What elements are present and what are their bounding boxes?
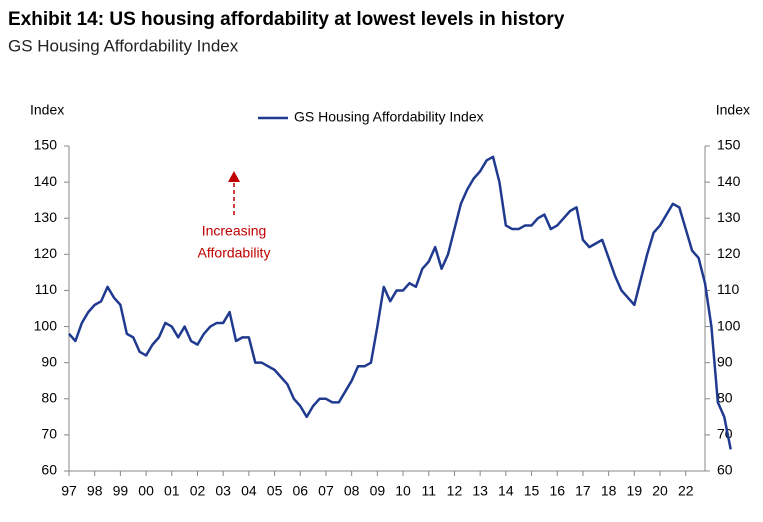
x-tick-label: 03 [215, 483, 231, 499]
y2-tick-label: 100 [717, 317, 741, 333]
y2-tick-label: 110 [717, 281, 740, 297]
annotation-arrowhead [228, 171, 240, 182]
y-tick-label: 90 [41, 353, 57, 369]
x-tick-label: 00 [138, 483, 154, 499]
x-tick-label: 10 [395, 483, 411, 499]
y-tick-label: 80 [41, 389, 57, 405]
x-tick-label: 97 [61, 483, 77, 499]
data-line [68, 155, 732, 450]
chart-title: Exhibit 14: US housing affordability at … [8, 9, 565, 30]
x-tick-label: 08 [344, 483, 360, 499]
chart-subtitle: GS Housing Affordability Index [8, 36, 239, 55]
y-tick-label: 140 [34, 173, 58, 189]
x-tick-label: 19 [627, 483, 643, 499]
x-tick-label: 18 [601, 483, 617, 499]
y-tick-label: 150 [34, 137, 58, 153]
x-tick-label: 07 [318, 483, 334, 499]
x-tick-label: 12 [447, 483, 463, 499]
x-tick-label: 02 [190, 483, 206, 499]
annotation: Increasing [202, 223, 267, 239]
y2-tick-label: 60 [717, 462, 733, 478]
y2-axis-label: Index [716, 102, 750, 118]
x-tick-label: 98 [87, 483, 103, 499]
x-tick-label: 99 [113, 483, 129, 499]
y-axis-label: Index [30, 102, 64, 118]
y-tick-label: 70 [41, 426, 57, 442]
y-tick-label: 110 [35, 281, 58, 297]
y2-tick-label: 90 [717, 353, 733, 369]
y2-tick-label: 80 [717, 389, 733, 405]
x-tick-label: 20 [652, 483, 668, 499]
x-tick-label: 22 [678, 483, 694, 499]
x-tick-label: 05 [267, 483, 283, 499]
x-tick-label: 06 [292, 483, 308, 499]
x-tick-label: 01 [164, 483, 180, 499]
x-tick-label: 11 [421, 483, 436, 499]
y2-tick-label: 70 [717, 426, 733, 442]
x-tick-label: 14 [498, 483, 514, 499]
y2-tick-label: 120 [717, 245, 741, 261]
x-tick-label: 16 [549, 483, 565, 499]
y-tick-label: 130 [34, 209, 58, 225]
y-tick-label: 60 [41, 462, 57, 478]
annotation: Affordability [198, 245, 271, 261]
y2-tick-label: 130 [717, 209, 741, 225]
y-tick-label: 100 [34, 317, 58, 333]
y2-tick-label: 140 [717, 173, 741, 189]
y-tick-label: 120 [34, 245, 58, 261]
legend-label: GS Housing Affordability Index [294, 109, 484, 125]
x-tick-label: 15 [524, 483, 540, 499]
x-tick-label: 13 [472, 483, 488, 499]
x-tick-label: 09 [370, 483, 386, 499]
x-tick-label: 04 [241, 483, 257, 499]
x-tick-label: 17 [575, 483, 591, 499]
y2-tick-label: 150 [717, 137, 741, 153]
